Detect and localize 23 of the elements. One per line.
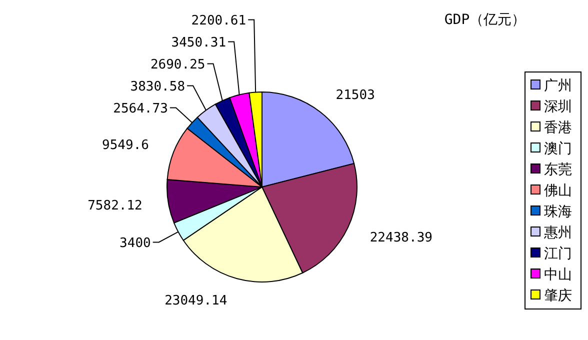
chart-title: GDP（亿元） bbox=[444, 12, 526, 28]
legend-label: 珠海 bbox=[544, 204, 572, 220]
legend-label: 深圳 bbox=[544, 98, 572, 115]
data-label: 23049.14 bbox=[164, 293, 228, 308]
data-label: 2564.73 bbox=[113, 101, 168, 116]
legend-label: 广州 bbox=[544, 78, 572, 94]
data-label: 21503 bbox=[336, 88, 375, 104]
data-label: 9549.6 bbox=[102, 138, 149, 154]
legend-label: 肇庆 bbox=[544, 288, 572, 304]
legend-label: 东莞 bbox=[544, 162, 572, 178]
legend-label: 佛山 bbox=[544, 182, 572, 199]
legend-label: 中山 bbox=[544, 266, 572, 283]
data-label: 2690.25 bbox=[150, 57, 206, 72]
data-label: 7582.12 bbox=[88, 198, 142, 214]
data-label: 2200.61 bbox=[191, 13, 246, 28]
data-label: 3450.31 bbox=[171, 35, 226, 50]
data-label: 3400 bbox=[120, 236, 151, 251]
legend-label: 江门 bbox=[544, 246, 572, 262]
data-label: 22438.39 bbox=[370, 230, 432, 246]
legend-label: 澳门 bbox=[544, 140, 572, 157]
legend-label: 香港 bbox=[544, 120, 572, 136]
data-label: 3830.58 bbox=[130, 79, 186, 94]
legend-label: 惠州 bbox=[543, 224, 572, 241]
